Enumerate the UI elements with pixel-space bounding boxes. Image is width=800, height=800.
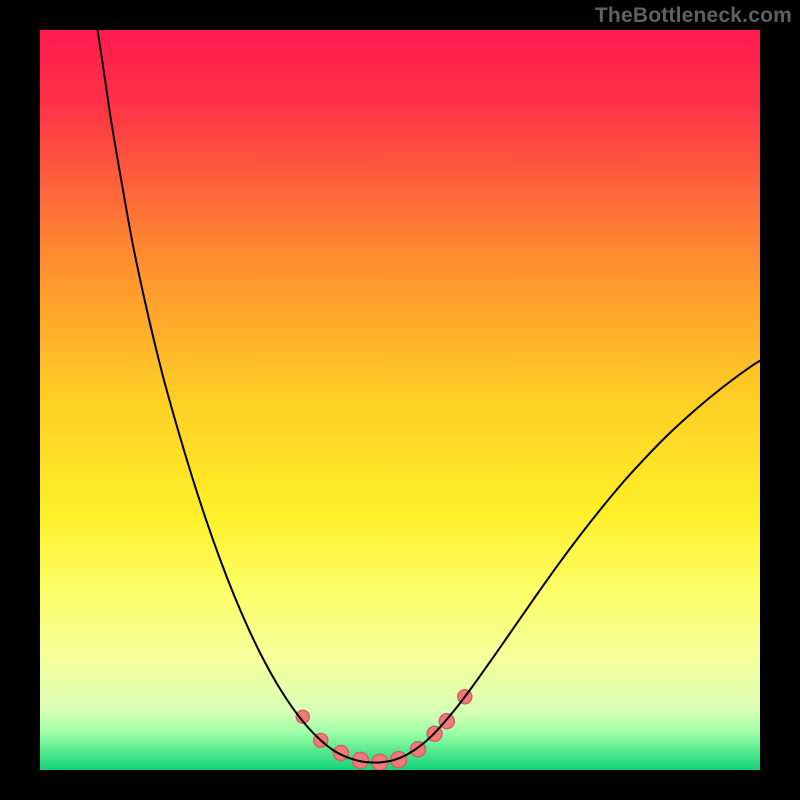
bottleneck-curve-chart — [40, 30, 760, 770]
chart-frame: TheBottleneck.com — [0, 0, 800, 800]
plot-area — [40, 30, 760, 770]
watermark-text: TheBottleneck.com — [595, 4, 792, 28]
gradient-background — [40, 30, 760, 770]
data-marker — [333, 745, 348, 760]
